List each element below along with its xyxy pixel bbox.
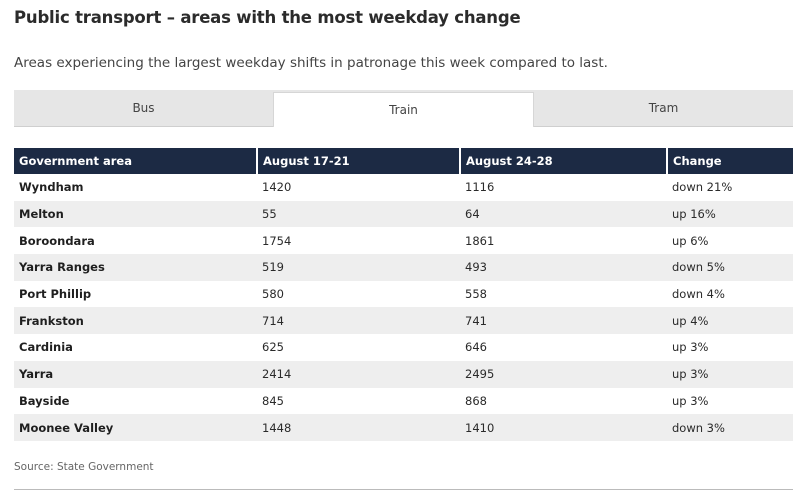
cell-change: up 6%	[672, 233, 709, 248]
cell-aug-17-21: 1754	[262, 233, 292, 248]
cell-aug-24-28: 493	[460, 254, 667, 281]
cell-area: Yarra Ranges	[14, 254, 257, 281]
cell-change: up 3%	[672, 340, 709, 355]
cell-aug-24-28: 868	[465, 393, 487, 408]
cell-aug-17-21: 845	[262, 393, 284, 408]
transport-mode-tabs: Bus Train Tram	[14, 90, 793, 127]
cell-area: Boroondara	[19, 233, 95, 248]
cell-area: Yarra	[14, 360, 257, 388]
cell-area: Melton	[14, 200, 257, 228]
cell-area: Frankston	[14, 307, 257, 335]
cell-aug-24-28: 1861	[465, 233, 495, 248]
cell-aug-24-28: 1410	[460, 414, 667, 441]
tab-bus[interactable]: Bus	[132, 101, 155, 115]
table-row: Boroondara 1754 1861 up 6%	[14, 227, 793, 254]
cell-area: Cardinia	[19, 340, 73, 355]
cell-aug-17-21: 55	[257, 200, 460, 228]
table-row: Wyndham 1420 1116 down 21%	[14, 174, 793, 201]
cell-aug-24-28: 64	[460, 200, 667, 228]
table-row: Port Phillip 580 558 down 4%	[14, 281, 793, 308]
header-government-area[interactable]: Government area	[14, 148, 258, 174]
cell-change: up 4%	[667, 307, 793, 335]
table-row: Yarra 2414 2495 up 3%	[14, 360, 793, 388]
cell-change: down 3%	[667, 414, 793, 441]
cell-area: Moonee Valley	[14, 414, 257, 441]
cell-aug-24-28: 1116	[465, 180, 495, 195]
table-row: Frankston 714 741 up 4%	[14, 307, 793, 335]
cell-aug-17-21: 519	[257, 254, 460, 281]
cell-change: up 3%	[672, 393, 709, 408]
page-title: Public transport – areas with the most w…	[14, 8, 521, 27]
cell-change: down 4%	[672, 287, 725, 302]
cell-area: Port Phillip	[19, 287, 92, 302]
cell-aug-24-28: 2495	[460, 360, 667, 388]
cell-aug-17-21: 1420	[262, 180, 292, 195]
table-row: Bayside 845 868 up 3%	[14, 388, 793, 415]
cell-change: up 16%	[667, 200, 793, 228]
header-august-24-28[interactable]: August 24-28	[460, 148, 668, 174]
table-row: Melton 55 64 up 16%	[14, 200, 793, 228]
cell-area: Wyndham	[19, 180, 84, 195]
cell-area: Bayside	[19, 393, 70, 408]
cell-aug-17-21: 2414	[257, 360, 460, 388]
header-august-17-21[interactable]: August 17-21	[257, 148, 461, 174]
table-row: Cardinia 625 646 up 3%	[14, 334, 793, 361]
tab-train[interactable]: Train	[273, 92, 534, 127]
cell-aug-17-21: 625	[262, 340, 284, 355]
cell-aug-24-28: 741	[460, 307, 667, 335]
source-note: Source: State Government	[14, 461, 154, 473]
cell-aug-17-21: 1448	[257, 414, 460, 441]
cell-aug-17-21: 714	[257, 307, 460, 335]
cell-change: up 3%	[667, 360, 793, 388]
bottom-divider	[14, 489, 793, 490]
header-change[interactable]: Change	[667, 148, 793, 174]
cell-aug-24-28: 646	[465, 340, 487, 355]
table-header-row: Government area August 17-21 August 24-2…	[14, 148, 793, 174]
table-row: Moonee Valley 1448 1410 down 3%	[14, 414, 793, 441]
cell-aug-17-21: 580	[262, 287, 284, 302]
patronage-table: Government area August 17-21 August 24-2…	[14, 148, 793, 441]
cell-change: down 5%	[667, 254, 793, 281]
page-subtitle: Areas experiencing the largest weekday s…	[14, 55, 608, 71]
cell-change: down 21%	[672, 180, 733, 195]
table-row: Yarra Ranges 519 493 down 5%	[14, 254, 793, 281]
cell-aug-24-28: 558	[465, 287, 487, 302]
tab-tram[interactable]: Tram	[648, 101, 679, 115]
